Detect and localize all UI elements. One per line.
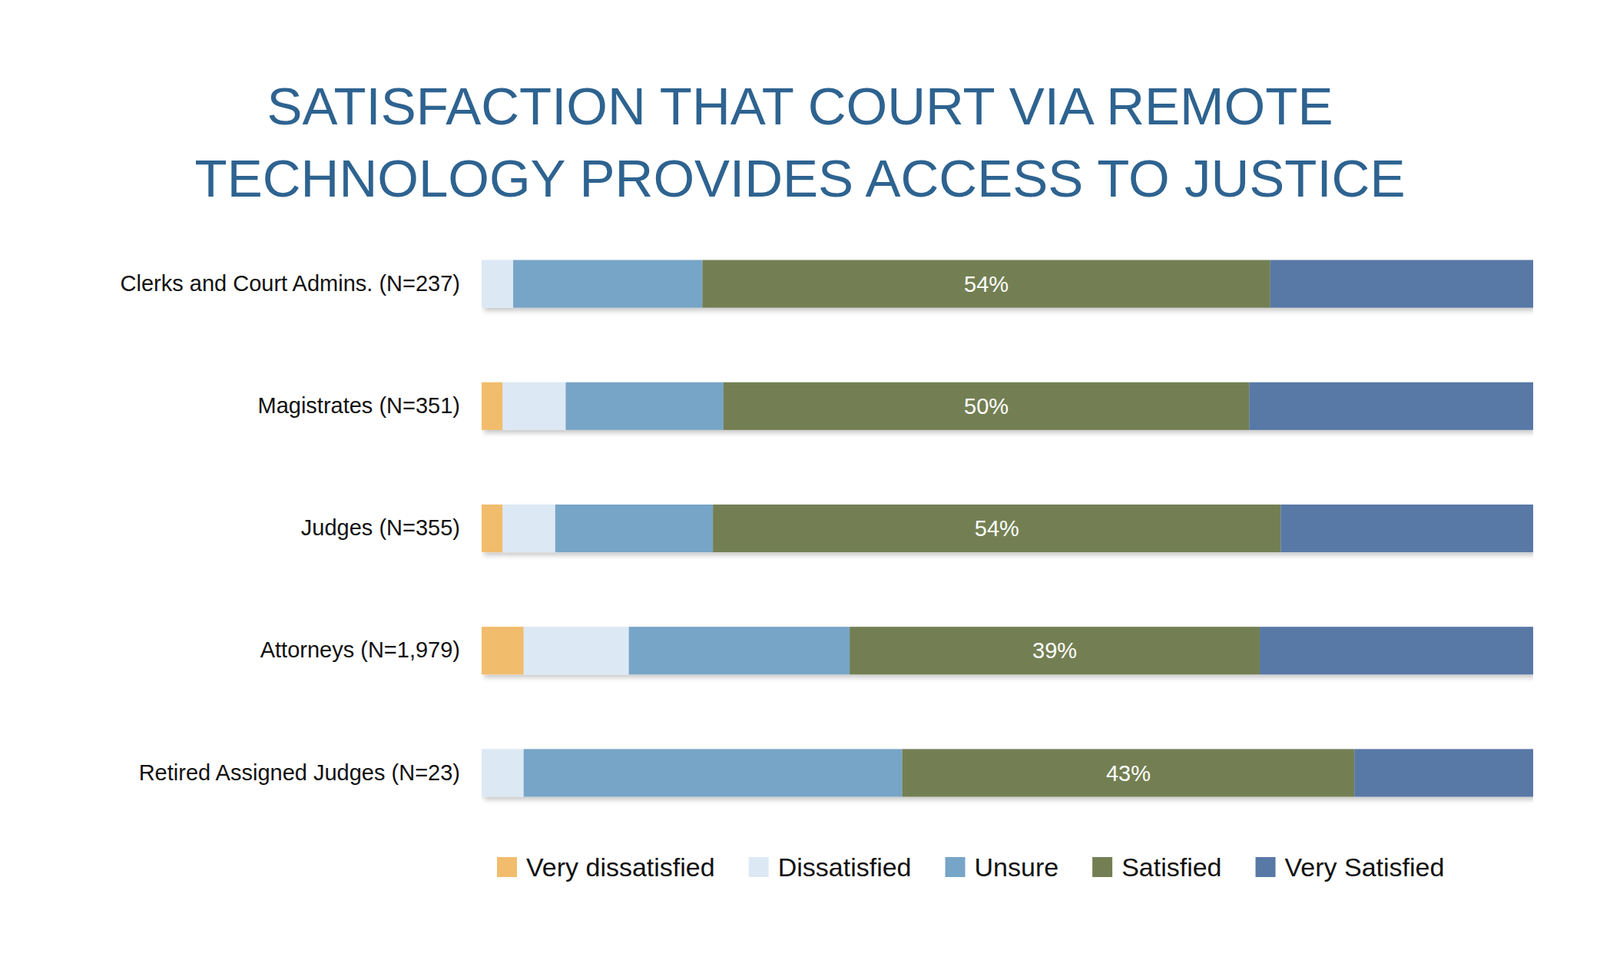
bar-segment (481, 260, 514, 309)
bar-segment (1354, 748, 1534, 797)
data-labels: 54% 50% 54% 39% 43% (963, 271, 1151, 786)
bar-segment (481, 382, 503, 431)
bar-segment (1270, 260, 1534, 309)
bar-segment (566, 382, 724, 431)
tick-label: Retired Assigned Judges (N=23) (139, 760, 461, 786)
bar-segment (1280, 504, 1534, 553)
legend-swatch (945, 857, 966, 878)
legend-item: Dissatisfied (748, 852, 912, 882)
bar-segment (712, 504, 1281, 553)
plot-area (481, 260, 1534, 798)
legend-swatch (1255, 857, 1276, 878)
bar-segment (481, 504, 503, 553)
bar-segment (849, 626, 1260, 675)
legend-label: Satisfied (1121, 852, 1222, 882)
bar-segment (702, 260, 1270, 309)
data-label: 54% (963, 271, 1009, 297)
bar-row (481, 748, 1534, 797)
tick-label: Clerks and Court Admins. (N=237) (120, 271, 461, 296)
tick: Magistrates (N=351) (257, 393, 461, 418)
bar-row (481, 260, 1534, 309)
tick-label: Magistrates (N=351) (257, 393, 461, 418)
data-label: 43% (1106, 761, 1151, 786)
legend-swatch (1092, 857, 1113, 878)
bar-segment (1248, 382, 1534, 431)
bar-segment (523, 626, 630, 675)
title: SATISFACTION THAT COURT VIA REMOTETECHNO… (195, 76, 1406, 209)
legend-item: Satisfied (1092, 852, 1222, 882)
bar-row (481, 504, 1534, 553)
legend: Very dissatisfied Dissatisfied Unsure Satis… (496, 852, 1445, 882)
legend-label: Very dissatisfied (526, 852, 716, 882)
legend-label: Unsure (974, 852, 1060, 882)
bar-segment (502, 382, 566, 431)
legend-item: Very Satisfied (1255, 852, 1445, 882)
bar-segment (481, 748, 524, 797)
data-label: 39% (1032, 638, 1077, 663)
bar-segment (902, 748, 1355, 797)
legend-item: Very dissatisfied (496, 852, 716, 882)
tick: Attorneys (N=1,979) (260, 637, 461, 663)
tick: Judges (N=355) (301, 515, 461, 540)
data-label: 54% (974, 516, 1020, 541)
bar-segment (513, 260, 703, 309)
bar-segment (502, 504, 555, 553)
tick-label: Attorneys (N=1,979) (260, 637, 461, 663)
legend-label: Very Satisfied (1285, 852, 1445, 882)
bar-segment (629, 626, 850, 675)
legend-label: Dissatisfied (778, 852, 912, 882)
bar-segment (555, 504, 713, 553)
tick: Retired Assigned Judges (N=23) (139, 760, 461, 786)
bar-segment (481, 626, 524, 675)
tick-label: Judges (N=355) (301, 515, 461, 540)
bar-segment (723, 382, 1250, 431)
legend-swatch (496, 857, 517, 878)
y-axis: Clerks and Court Admins. (N=237) Magistra… (120, 271, 461, 786)
chart: SATISFACTION THAT COURT VIA REMOTETECHNO… (0, 0, 1600, 960)
tick: Clerks and Court Admins. (N=237) (120, 271, 461, 296)
legend-item: Unsure (945, 852, 1060, 882)
data-label: 50% (963, 394, 1009, 419)
bar-row (481, 626, 1534, 675)
bar-segment (523, 748, 903, 797)
bar-segment (1259, 626, 1534, 675)
legend-swatch (748, 857, 769, 878)
bar-row (481, 382, 1534, 431)
